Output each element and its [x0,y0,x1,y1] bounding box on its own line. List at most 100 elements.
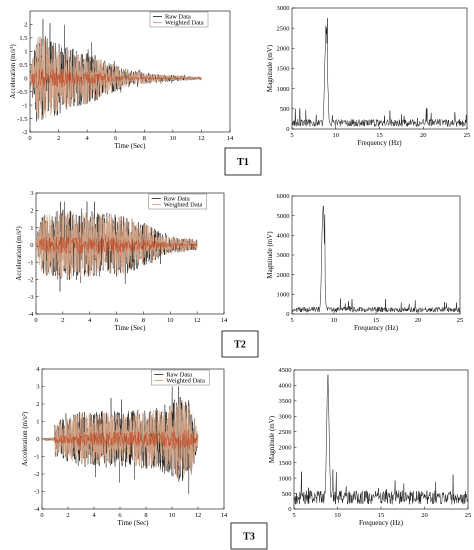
time-ytick-label: 2 [36,401,39,408]
spectrum-series [291,18,468,128]
freq-ytick-label: 3000 [277,252,290,259]
weighted-core-series [35,236,198,254]
time-xtick-label: 14 [227,135,234,142]
time-xtick-label: 14 [221,512,228,519]
freq-xtick-label: 10 [333,132,340,139]
freq-ytick-label: 5000 [277,213,290,220]
freq-xtick-label: 10 [331,317,338,324]
time-ytick-label: -4 [34,506,40,513]
time-xtick-label: 6 [118,512,122,519]
time-ytick-label: 2 [30,207,33,214]
time-plot-frame [29,10,231,133]
time-ytick-label: -4 [28,311,34,318]
freq-ytick-label: 0 [286,126,289,133]
freq-xtick-label: 25 [465,512,472,519]
freq-ytick-label: 1000 [277,86,290,93]
test-label-box [221,330,259,358]
time-ytick-label: 3 [36,384,39,391]
time-ytick-label: -1 [22,102,27,109]
spectrum-series [291,205,461,313]
freq-yaxis-label: Magnitude (mV) [268,415,276,463]
freq-yaxis-label: Magnitude (mV) [266,44,274,92]
time-ytick-label: -2 [34,471,39,478]
freq-ytick-label: 0 [288,506,291,513]
time-xtick-label: 2 [57,135,60,142]
freq-xtick-label: 20 [421,512,428,519]
freq-xtick-label: 5 [290,317,293,324]
time-xtick-label: 10 [169,512,176,519]
frequency-spectrum-chart: 5 10 15 20 25 0 500 1000 1500 2000 2500 3000 3500 400… [268,367,471,527]
time-yaxis-label: Acceleration (m/s²) [15,226,23,281]
freq-xaxis-label: Frequency (Hz) [354,324,399,332]
legend-weighted-label: Weighted Data [166,378,205,385]
legend-raw-label: Raw Data [166,372,192,379]
freq-xtick-label: 15 [373,317,380,324]
freq-ytick-label: 3000 [279,414,292,421]
time-ytick-label: -3 [34,489,39,496]
time-ytick-label: -3 [28,294,33,301]
time-plot-frame [35,192,225,315]
time-xtick-label: 10 [167,317,174,324]
time-xtick-label: 2 [66,512,69,519]
weighted-data-series [41,398,199,480]
time-ytick-label: 3 [30,190,33,197]
panel-t1: 0 2 4 6 8 10 12 14 -2 -1.5 -1 -0.5 0 0.5 1 1.5 2 Time (Se… [9,5,471,176]
freq-ytick-label: 2000 [277,46,290,53]
freq-ytick-label: 2000 [279,444,292,451]
freq-ytick-label: 1000 [279,475,292,482]
legend-box [150,369,210,386]
freq-ytick-label: 2000 [277,272,290,279]
weighted-core-series [29,68,202,89]
test-label-box [224,147,262,176]
freq-ytick-label: 3000 [277,5,290,12]
time-ytick-label: 1 [24,49,27,56]
time-ytick-label: -1 [28,259,33,266]
time-xaxis-label: Time (Sec) [117,519,149,527]
time-ytick-label: 2 [24,22,27,29]
freq-xtick-label: 25 [457,317,464,324]
time-xtick-label: 6 [115,317,119,324]
freq-ytick-label: 4000 [279,383,292,390]
freq-xtick-label: 5 [292,512,295,519]
freq-xaxis-label: Frequency (Hz) [357,139,402,147]
freq-ytick-label: 1000 [277,292,290,299]
weighted-core-series [41,429,199,450]
time-xtick-label: 10 [170,135,177,142]
time-xtick-label: 8 [142,317,145,324]
time-xtick-label: 6 [114,135,118,142]
freq-xtick-label: 20 [420,132,427,139]
time-history-chart: 0 2 4 6 8 10 12 14 -2 -1.5 -1 -0.5 0 0.5 1 1.5 2 Time (Se… [9,10,234,150]
freq-xaxis-label: Frequency (Hz) [359,519,404,527]
time-xtick-label: 14 [221,317,228,324]
frequency-spectrum-chart: 5 10 15 20 25 0 1000 2000 3000 4000 5000 6000 Freque… [266,193,463,332]
time-xaxis-label: Time (Sec) [114,324,146,332]
time-ytick-label: -1.5 [17,116,27,123]
weighted-data-series [29,36,202,120]
time-ytick-label: 1 [36,419,39,426]
time-xaxis-label: Time (Sec) [114,142,146,150]
time-xtick-label: 0 [34,317,37,324]
freq-xtick-label: 20 [415,317,422,324]
weighted-data-series [35,211,198,279]
freq-ytick-label: 3500 [279,398,292,405]
freq-yaxis-label: Magnitude (mV) [266,231,274,279]
time-xtick-label: 12 [194,317,201,324]
test-label: T3 [243,532,255,543]
freq-ytick-label: 1500 [277,66,290,73]
test-label-box [230,522,268,550]
freq-ytick-label: 4500 [279,367,292,374]
time-xtick-label: 0 [40,512,43,519]
freq-ytick-label: 1500 [279,460,292,467]
time-ytick-label: -0.5 [17,89,27,96]
freq-ytick-label: 2500 [277,25,290,32]
freq-xtick-label: 15 [376,132,383,139]
freq-xtick-label: 25 [464,132,471,139]
